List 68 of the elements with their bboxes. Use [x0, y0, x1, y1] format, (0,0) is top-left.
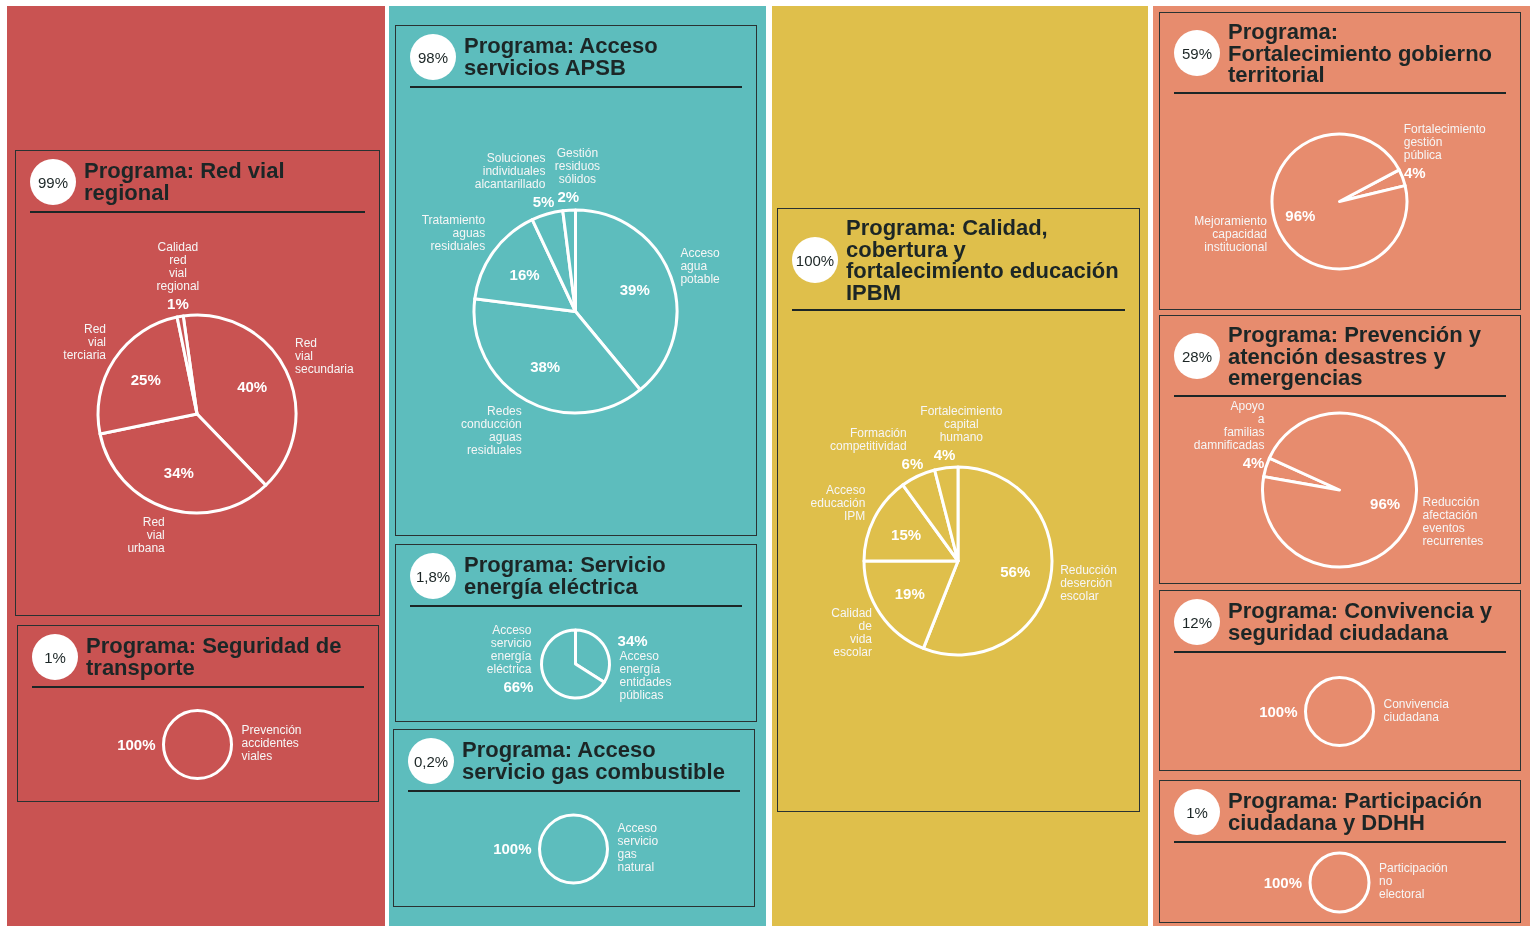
data-label: 25% [130, 371, 161, 389]
slice-label: Red vial terciaria [63, 321, 107, 362]
slice-label: Participación no electoral [1379, 861, 1448, 901]
data-label: 2% [557, 188, 580, 206]
data-label: 4% [933, 446, 956, 464]
slice-label: Mejoramiento capacidad institucional [1194, 214, 1268, 255]
data-label: 16% [509, 265, 540, 283]
slice-label: Fortalecimiento gestión pública [1403, 121, 1487, 162]
chart-title: Programa: Acceso servicio gas combustible [462, 737, 726, 784]
data-label: 6% [901, 455, 924, 473]
slice-label: Soluciones individuales alcantarillado [474, 150, 546, 191]
data-label: 96% [1370, 494, 1401, 512]
chart-title: Programa: Fortalecimiento gobierno territorial [1228, 19, 1494, 88]
data-label: 15% [891, 525, 922, 543]
slice-label: Reducción deserción escolar [1060, 562, 1117, 603]
data-label: 56% [1000, 563, 1031, 581]
slice-label: Convivencia ciudadana [1383, 696, 1450, 724]
data-label: 40% [237, 378, 268, 396]
data-label: 38% [530, 357, 561, 375]
text: 59% [1174, 30, 1220, 77]
data-label: 100% [1263, 873, 1302, 891]
slice-label: Acceso energía entidades públicas [619, 648, 672, 702]
slice-label: Calidad de vida escolar [831, 606, 873, 660]
text: 0,2% [408, 738, 454, 784]
slice-label: Apoyo a familias damnificadas [1193, 399, 1265, 453]
slice-label: Reducción afectación eventos recurrentes [1422, 495, 1484, 549]
slice-label: Acceso servicio energía eléctrica [486, 623, 532, 677]
slice-label: Acceso agua potable [680, 245, 721, 286]
text: 99% [30, 159, 76, 205]
data-label: 34% [617, 631, 648, 649]
data-label: 5% [532, 192, 555, 210]
slice-label: Red vial urbana [127, 515, 166, 556]
slice-label: Tratamiento aguas residuales [421, 213, 486, 253]
slice-label: Redes conducción aguas residuales [461, 403, 522, 457]
slice-label: Acceso servicio gas natural [617, 821, 659, 874]
data-label: 4% [1403, 163, 1426, 181]
text: 1% [1174, 789, 1220, 835]
text: 28% [1174, 333, 1220, 380]
slice-label: Formación competitividad [830, 426, 907, 454]
data-label: 34% [163, 463, 194, 481]
text: 1,8% [410, 553, 456, 599]
slice-label: Acceso educación IPM [810, 483, 866, 524]
slice-label: Gestión residuos sólidos [554, 146, 601, 187]
data-label: 96% [1285, 207, 1316, 224]
chart-title: Programa: Calidad, cobertura y fortalecimiento educación IPBM [846, 215, 1120, 305]
data-label: 19% [894, 584, 925, 602]
chart-title: Programa: Participación ciudadana y DDHH [1228, 788, 1484, 835]
chart-title: Programa: Prevención y atención desastres y emergencias [1228, 322, 1483, 391]
data-label: 100% [493, 840, 532, 857]
text: 98% [410, 34, 456, 80]
data-label: 100% [117, 735, 156, 753]
chart-title: Programa: Convivencia y seguridad ciudadana [1228, 598, 1494, 645]
chart-title: Programa: Acceso servicios APSB [464, 33, 659, 80]
slice-label: Red vial secundaria [294, 336, 354, 377]
data-label: 100% [1259, 702, 1298, 720]
text: 12% [1174, 599, 1220, 645]
data-label: 39% [619, 281, 650, 299]
data-label: 66% [503, 678, 534, 696]
data-label: 4% [1242, 454, 1265, 472]
data-label: 1% [167, 294, 189, 312]
chart-title: Programa: Servicio energía eléctrica [464, 552, 667, 599]
slice-label: Calidad red vial regional [156, 239, 200, 293]
chart-title: Programa: Red vial regional [84, 158, 286, 205]
slice-label: Fortalecimiento capital humano [920, 404, 1003, 445]
slice-label: Prevención accidentes viales [241, 723, 302, 763]
text: 1% [32, 634, 78, 680]
text: 100% [792, 237, 838, 284]
chart-title: Programa: Seguridad de transporte [86, 633, 343, 680]
